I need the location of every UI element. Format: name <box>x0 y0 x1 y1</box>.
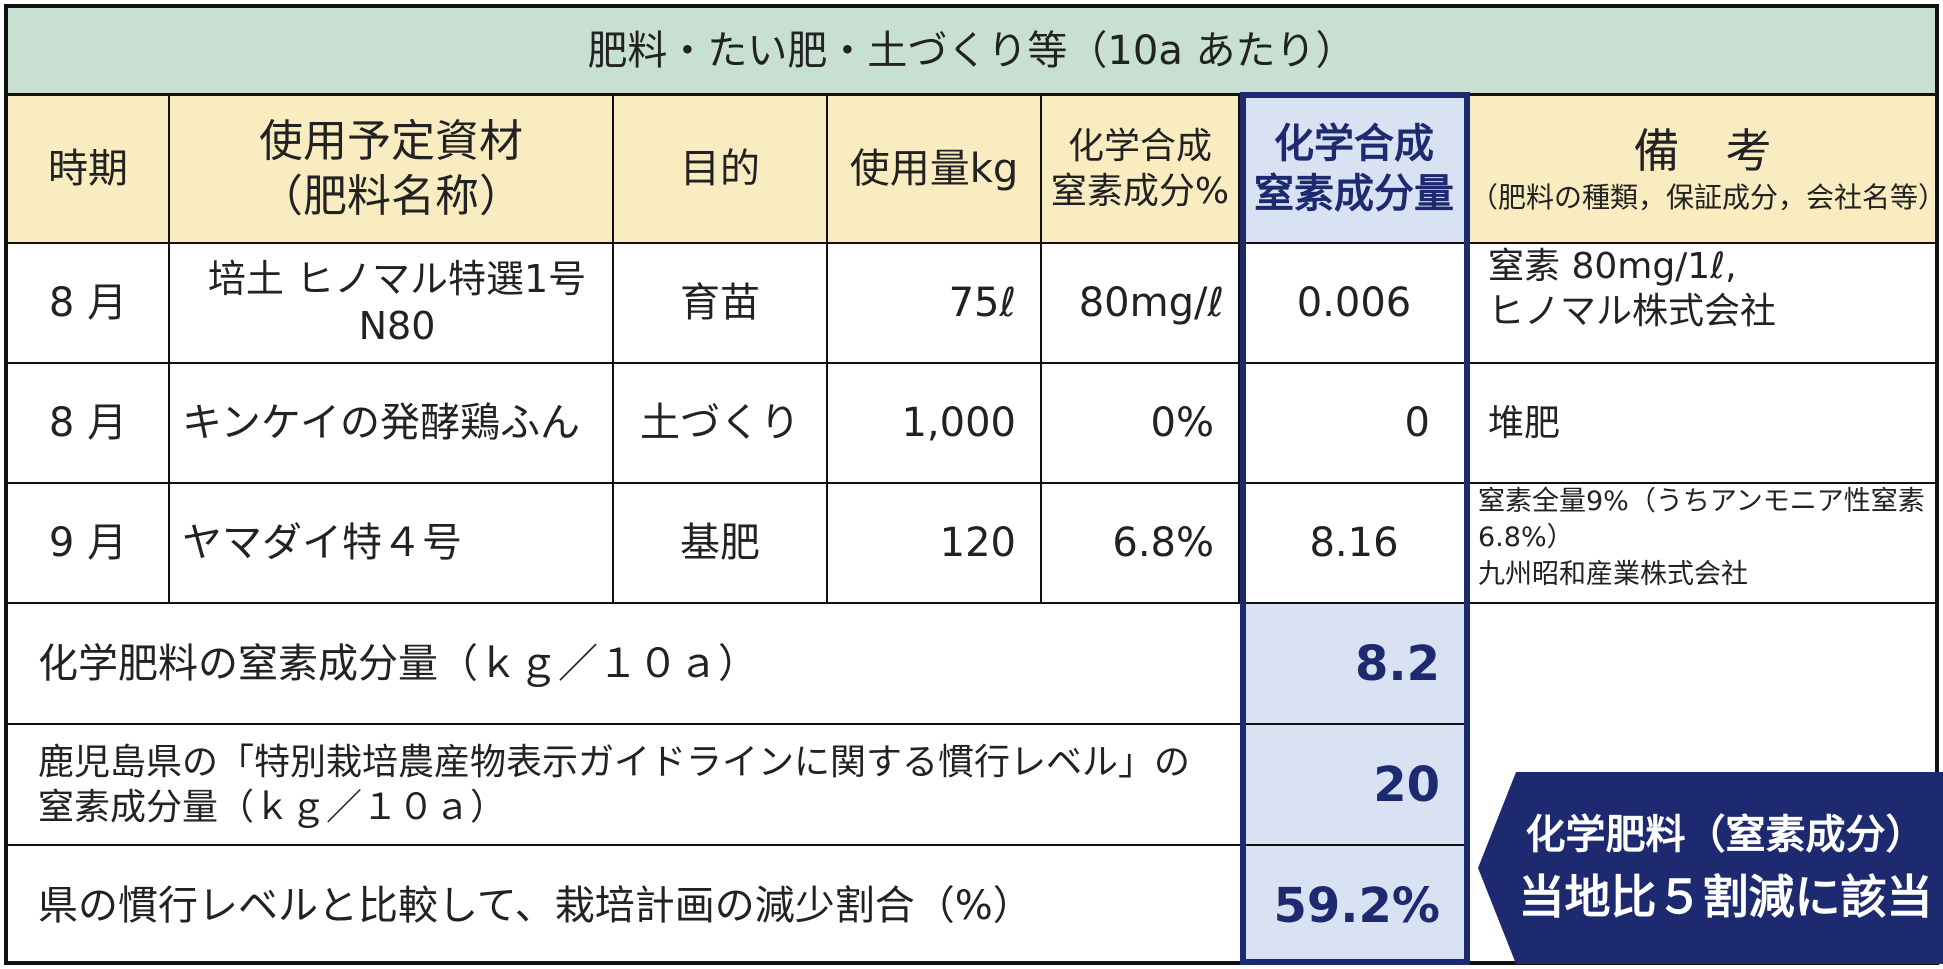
table-row-1-content: 80mg/ℓ <box>1042 244 1240 364</box>
table-row-1-period: 8 月 <box>8 244 170 364</box>
reduction-callout: 化学肥料（窒素成分） 当地比５割減に該当 <box>1478 772 1943 964</box>
table-row-3-amount: 120 <box>828 484 1042 604</box>
header-purpose-label: 目的 <box>680 146 760 192</box>
table-row-3-nitrogen: 8.16 <box>1240 484 1470 604</box>
summary-chemical-nitrogen-value: 8.2 <box>1240 604 1470 725</box>
table-row-1-purpose: 育苗 <box>614 244 828 364</box>
header-remarks: 備 考 （肥料の種類，保証成分，会社名等） <box>1470 96 1943 244</box>
summary-conventional-level-value: 20 <box>1240 725 1470 846</box>
header-remarks-line1: 備 考 <box>1633 123 1772 178</box>
table-row-2-remarks: 堆肥 <box>1470 364 1935 484</box>
table-title: 肥料・たい肥・土づくり等（10a あたり） <box>8 8 1935 96</box>
table-row-2-purpose: 土づくり <box>614 364 828 484</box>
table-frame <box>4 4 1939 965</box>
summary-2-label-line2: 窒素成分量（ｋｇ／１０ａ） <box>38 786 507 828</box>
table-row-2-remarks-line1: 堆肥 <box>1488 402 1561 444</box>
table-row-3-purpose: 基肥 <box>614 484 828 604</box>
header-material: 使用予定資材 （肥料名称） <box>170 96 614 244</box>
summary-chemical-nitrogen-label: 化学肥料の窒素成分量（ｋｇ／１０ａ） <box>8 604 1240 725</box>
callout-arrow-shape <box>1478 772 1943 964</box>
header-remarks-line2: （肥料の種類，保証成分，会社名等） <box>1470 181 1943 215</box>
table-row-3-remarks-line2: 九州昭和産業株式会社 <box>1478 558 1748 590</box>
header-nitrogen-line2: 窒素成分量 <box>1254 171 1454 217</box>
summary-conventional-level-label: 鹿児島県の「特別栽培農産物表示ガイドラインに関する慣行レベル」の 窒素成分量（ｋ… <box>8 725 1240 846</box>
summary-reduction-ratio-value: 59.2% <box>1240 846 1470 965</box>
header-content-line1: 化学合成 <box>1067 126 1212 167</box>
table-row-3-material: ヤマダイ特４号 <box>170 484 614 604</box>
callout-text: 化学肥料（窒素成分） 当地比５割減に該当 <box>1508 772 1943 964</box>
table-row-3-remarks: 窒素全量9%（うちアンモニア性窒素6.8%） 九州昭和産業株式会社 <box>1470 484 1935 604</box>
table-row-3-content: 6.8% <box>1042 484 1240 604</box>
table-row-1-nitrogen: 0.006 <box>1240 244 1470 364</box>
table-row-2-material: キンケイの発酵鶏ふん <box>170 364 614 484</box>
callout-line2: 当地比５割減に該当 <box>1518 869 1933 924</box>
header-amount: 使用量kg <box>828 96 1042 244</box>
summary-reduction-ratio-label: 県の慣行レベルと比較して、栽培計画の減少割合（%） <box>8 846 1240 965</box>
header-period: 時期 <box>8 96 170 244</box>
table-row-1-remarks: 窒素 80mg/1ℓ, ヒノマル株式会社 <box>1470 244 1935 364</box>
header-amount-label: 使用量kg <box>849 146 1019 192</box>
summary-1-label: 化学肥料の窒素成分量（ｋｇ／１０ａ） <box>38 640 758 687</box>
table-row-1-remarks-line1: 窒素 80mg/1ℓ, <box>1488 246 1737 287</box>
header-material-line1: 使用予定資材 <box>259 116 523 167</box>
header-content: 化学合成 窒素成分% <box>1042 96 1240 244</box>
header-nitrogen-line1: 化学合成 <box>1274 121 1434 167</box>
header-material-line2: （肥料名称） <box>259 171 523 222</box>
header-content-line2: 窒素成分% <box>1050 171 1230 212</box>
table-row-2-nitrogen: 0 <box>1240 364 1470 484</box>
table-row-3-remarks-line1: 窒素全量9%（うちアンモニア性窒素6.8%） <box>1478 486 1925 554</box>
summary-3-label: 県の慣行レベルと比較して、栽培計画の減少割合（%） <box>38 882 1033 929</box>
header-purpose: 目的 <box>614 96 828 244</box>
table-row-1-amount: 75ℓ <box>828 244 1042 364</box>
header-nitrogen: 化学合成 窒素成分量 <box>1240 96 1470 244</box>
header-period-label: 時期 <box>48 146 128 192</box>
table-row-2-amount: 1,000 <box>828 364 1042 484</box>
summary-2-label-line1: 鹿児島県の「特別栽培農産物表示ガイドラインに関する慣行レベル」の <box>38 741 1191 783</box>
table-row-1-material: 培土 ヒノマル特選1号N80 <box>170 244 614 364</box>
callout-line1: 化学肥料（窒素成分） <box>1525 811 1926 858</box>
table-row-3-period: 9 月 <box>8 484 170 604</box>
table-row-1-remarks-line2: ヒノマル株式会社 <box>1488 291 1777 332</box>
table-row-2-period: 8 月 <box>8 364 170 484</box>
table-row-2-content: 0% <box>1042 364 1240 484</box>
